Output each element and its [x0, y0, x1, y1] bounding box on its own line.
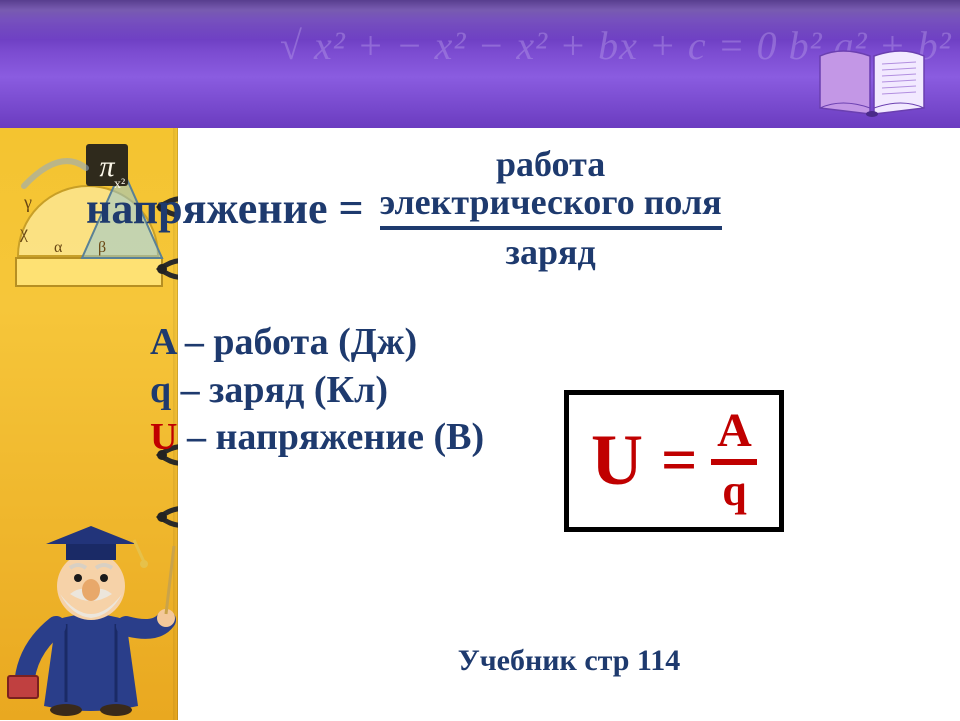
definition-q: q – заряд (Кл)	[150, 367, 936, 415]
formula-equals: =	[661, 423, 697, 497]
formula-a: A	[717, 407, 752, 455]
word-eq-lhs: напряжение =	[86, 183, 364, 234]
open-book-icon	[812, 42, 932, 122]
formula-q: q	[722, 469, 746, 513]
svg-text:χ: χ	[19, 222, 28, 242]
professor-cartoon-icon	[6, 516, 176, 716]
formula-box: U = A q	[564, 390, 784, 532]
formula-u: U	[591, 419, 643, 502]
u-text: – напряжение (В)	[177, 416, 484, 458]
fraction-bar	[380, 226, 722, 230]
textbook-reference: Учебник стр 114	[178, 644, 960, 678]
formula-fraction: A q	[711, 407, 757, 513]
word-eq-numerator-line1: работа	[380, 146, 722, 184]
definitions-block: A – работа (Дж) q – заряд (Кл) U – напря…	[150, 319, 936, 462]
definition-u: U – напряжение (В)	[150, 414, 936, 462]
definition-a: A – работа (Дж)	[150, 319, 936, 367]
u-symbol: U	[150, 416, 177, 458]
slide-content: напряжение = работа электрического поля …	[178, 128, 960, 720]
word-eq-fraction: работа электрического поля заряд	[380, 146, 722, 271]
svg-text:γ: γ	[23, 192, 32, 212]
word-eq-numerator-line2: электрического поля	[380, 184, 722, 222]
word-eq-denominator: заряд	[506, 234, 596, 272]
svg-text:β: β	[98, 239, 106, 256]
formula-bar	[711, 459, 757, 465]
word-equation: напряжение = работа электрического поля …	[206, 146, 936, 271]
top-banner: √ x² + − x² − x² + bx + c = 0 b² a² + b²	[0, 0, 960, 128]
svg-text:α: α	[54, 239, 63, 256]
